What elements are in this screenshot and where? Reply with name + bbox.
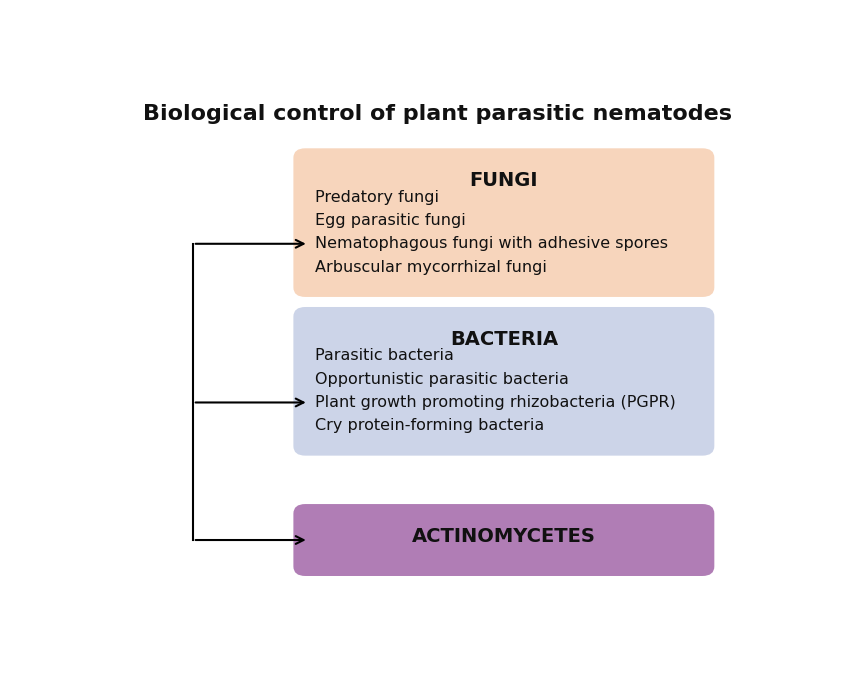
Text: Cry protein-forming bacteria: Cry protein-forming bacteria [315,418,544,433]
Text: Parasitic bacteria: Parasitic bacteria [315,348,454,363]
FancyBboxPatch shape [293,307,713,455]
FancyBboxPatch shape [293,148,713,297]
Text: Plant growth promoting rhizobacteria (PGPR): Plant growth promoting rhizobacteria (PG… [315,395,676,410]
Text: ACTINOMYCETES: ACTINOMYCETES [411,527,595,545]
Text: FUNGI: FUNGI [469,171,537,190]
Text: BACTERIA: BACTERIA [450,330,557,349]
Text: Opportunistic parasitic bacteria: Opportunistic parasitic bacteria [315,372,568,387]
Text: Egg parasitic fungi: Egg parasitic fungi [315,213,466,228]
Text: Arbuscular mycorrhizal fungi: Arbuscular mycorrhizal fungi [315,260,547,275]
Text: Nematophagous fungi with adhesive spores: Nematophagous fungi with adhesive spores [315,236,667,251]
Text: Predatory fungi: Predatory fungi [315,190,438,205]
Text: Biological control of plant parasitic nematodes: Biological control of plant parasitic ne… [143,104,731,124]
FancyBboxPatch shape [293,504,713,576]
